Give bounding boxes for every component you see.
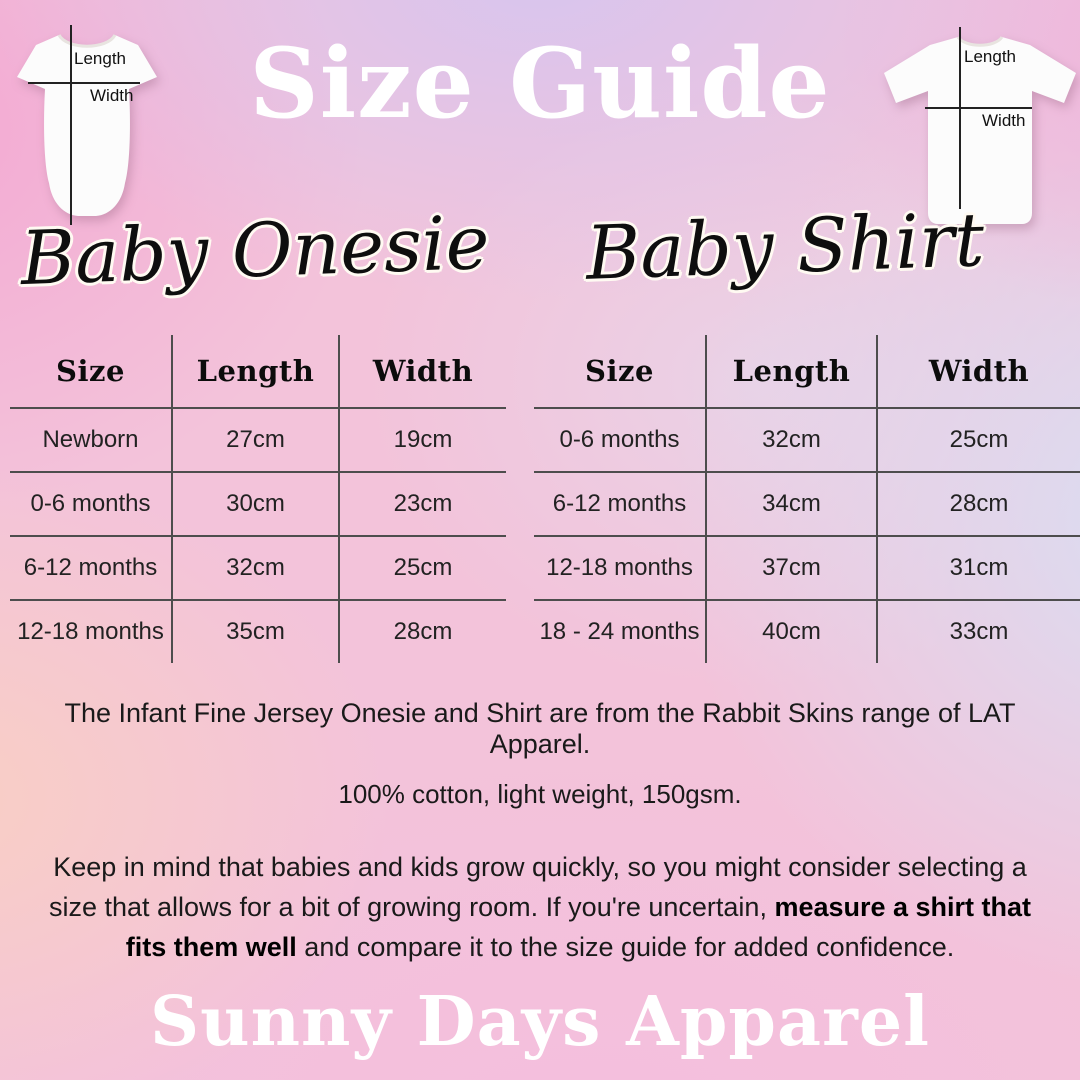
column-header: Size (534, 335, 707, 407)
table-cell-length: 32cm (173, 535, 340, 599)
sizing-advice-text: Keep in mind that babies and kids grow q… (48, 852, 1027, 922)
column-header: Width (372, 354, 474, 388)
shirt-size-table: Size Length Width 0-6 months 32cm 25cm 6… (534, 335, 1080, 663)
materials-note: The Infant Fine Jersey Onesie and Shirt … (64, 698, 1016, 759)
table-cell-size: 6-12 months (534, 471, 707, 535)
shirt-width-label: Width (982, 111, 1026, 130)
sizing-advice-bold-text: measure a shirt that fits them well (125, 892, 1032, 962)
table-cell-width: 28cm (878, 471, 1080, 535)
table-cell-size: Newborn (10, 407, 173, 471)
table-cell-size: 12-18 months (534, 535, 707, 599)
onesie-width-label: Width (90, 86, 134, 105)
table-cell-length: 27cm (173, 407, 340, 471)
column-header: Length (173, 335, 340, 407)
onesie-size-table: Size Length Width Newborn 27cm 19cm 0-6 … (10, 335, 506, 663)
table-cell-width: 23cm (340, 471, 506, 535)
shirt-width-line (925, 107, 1032, 109)
table-cell-width: 19cm (340, 407, 506, 471)
shirt-diagram: Length Width (880, 25, 1080, 237)
onesie-length-label: Length (74, 49, 126, 68)
shirt-length-label: Length (964, 47, 1016, 66)
page-title: Size Guide (249, 27, 831, 140)
onesie-diagram: Length Width (12, 25, 162, 225)
table-cell-width: 33cm (878, 599, 1080, 663)
onesie-section-heading: Baby Onesie (19, 199, 491, 303)
sizing-advice-text: and compare it to the size guide for add… (296, 932, 955, 962)
table-cell-width: 28cm (340, 599, 506, 663)
shirt-section-heading: Baby Shirt (584, 197, 986, 297)
column-header: Length (707, 335, 878, 407)
table-cell-width: 25cm (878, 407, 1080, 471)
table-cell-length: 30cm (173, 471, 340, 535)
onesie-image (17, 34, 157, 216)
shirt-length-line (959, 27, 961, 209)
table-cell-length: 32cm (707, 407, 878, 471)
table-cell-length: 40cm (707, 599, 878, 663)
table-cell-size: 0-6 months (534, 407, 707, 471)
table-cell-size: 18 - 24 months (534, 599, 707, 663)
table-cell-length: 35cm (173, 599, 340, 663)
table-cell-size: 12-18 months (10, 599, 173, 663)
onesie-width-line (28, 82, 140, 84)
onesie-length-line (70, 25, 72, 225)
sizing-advice-note: Keep in mind that babies and kids grow q… (38, 847, 1042, 967)
brand-name: Sunny Days Apparel (150, 982, 930, 1062)
column-header: Size (10, 335, 173, 407)
table-cell-width: 25cm (340, 535, 506, 599)
fabric-note: 100% cotton, light weight, 150gsm. (338, 779, 742, 809)
table-cell-size: 0-6 months (10, 471, 173, 535)
column-header: Width (928, 354, 1030, 388)
table-cell-length: 34cm (707, 471, 878, 535)
table-cell-size: 6-12 months (10, 535, 173, 599)
table-cell-width: 31cm (878, 535, 1080, 599)
table-cell-length: 37cm (707, 535, 878, 599)
